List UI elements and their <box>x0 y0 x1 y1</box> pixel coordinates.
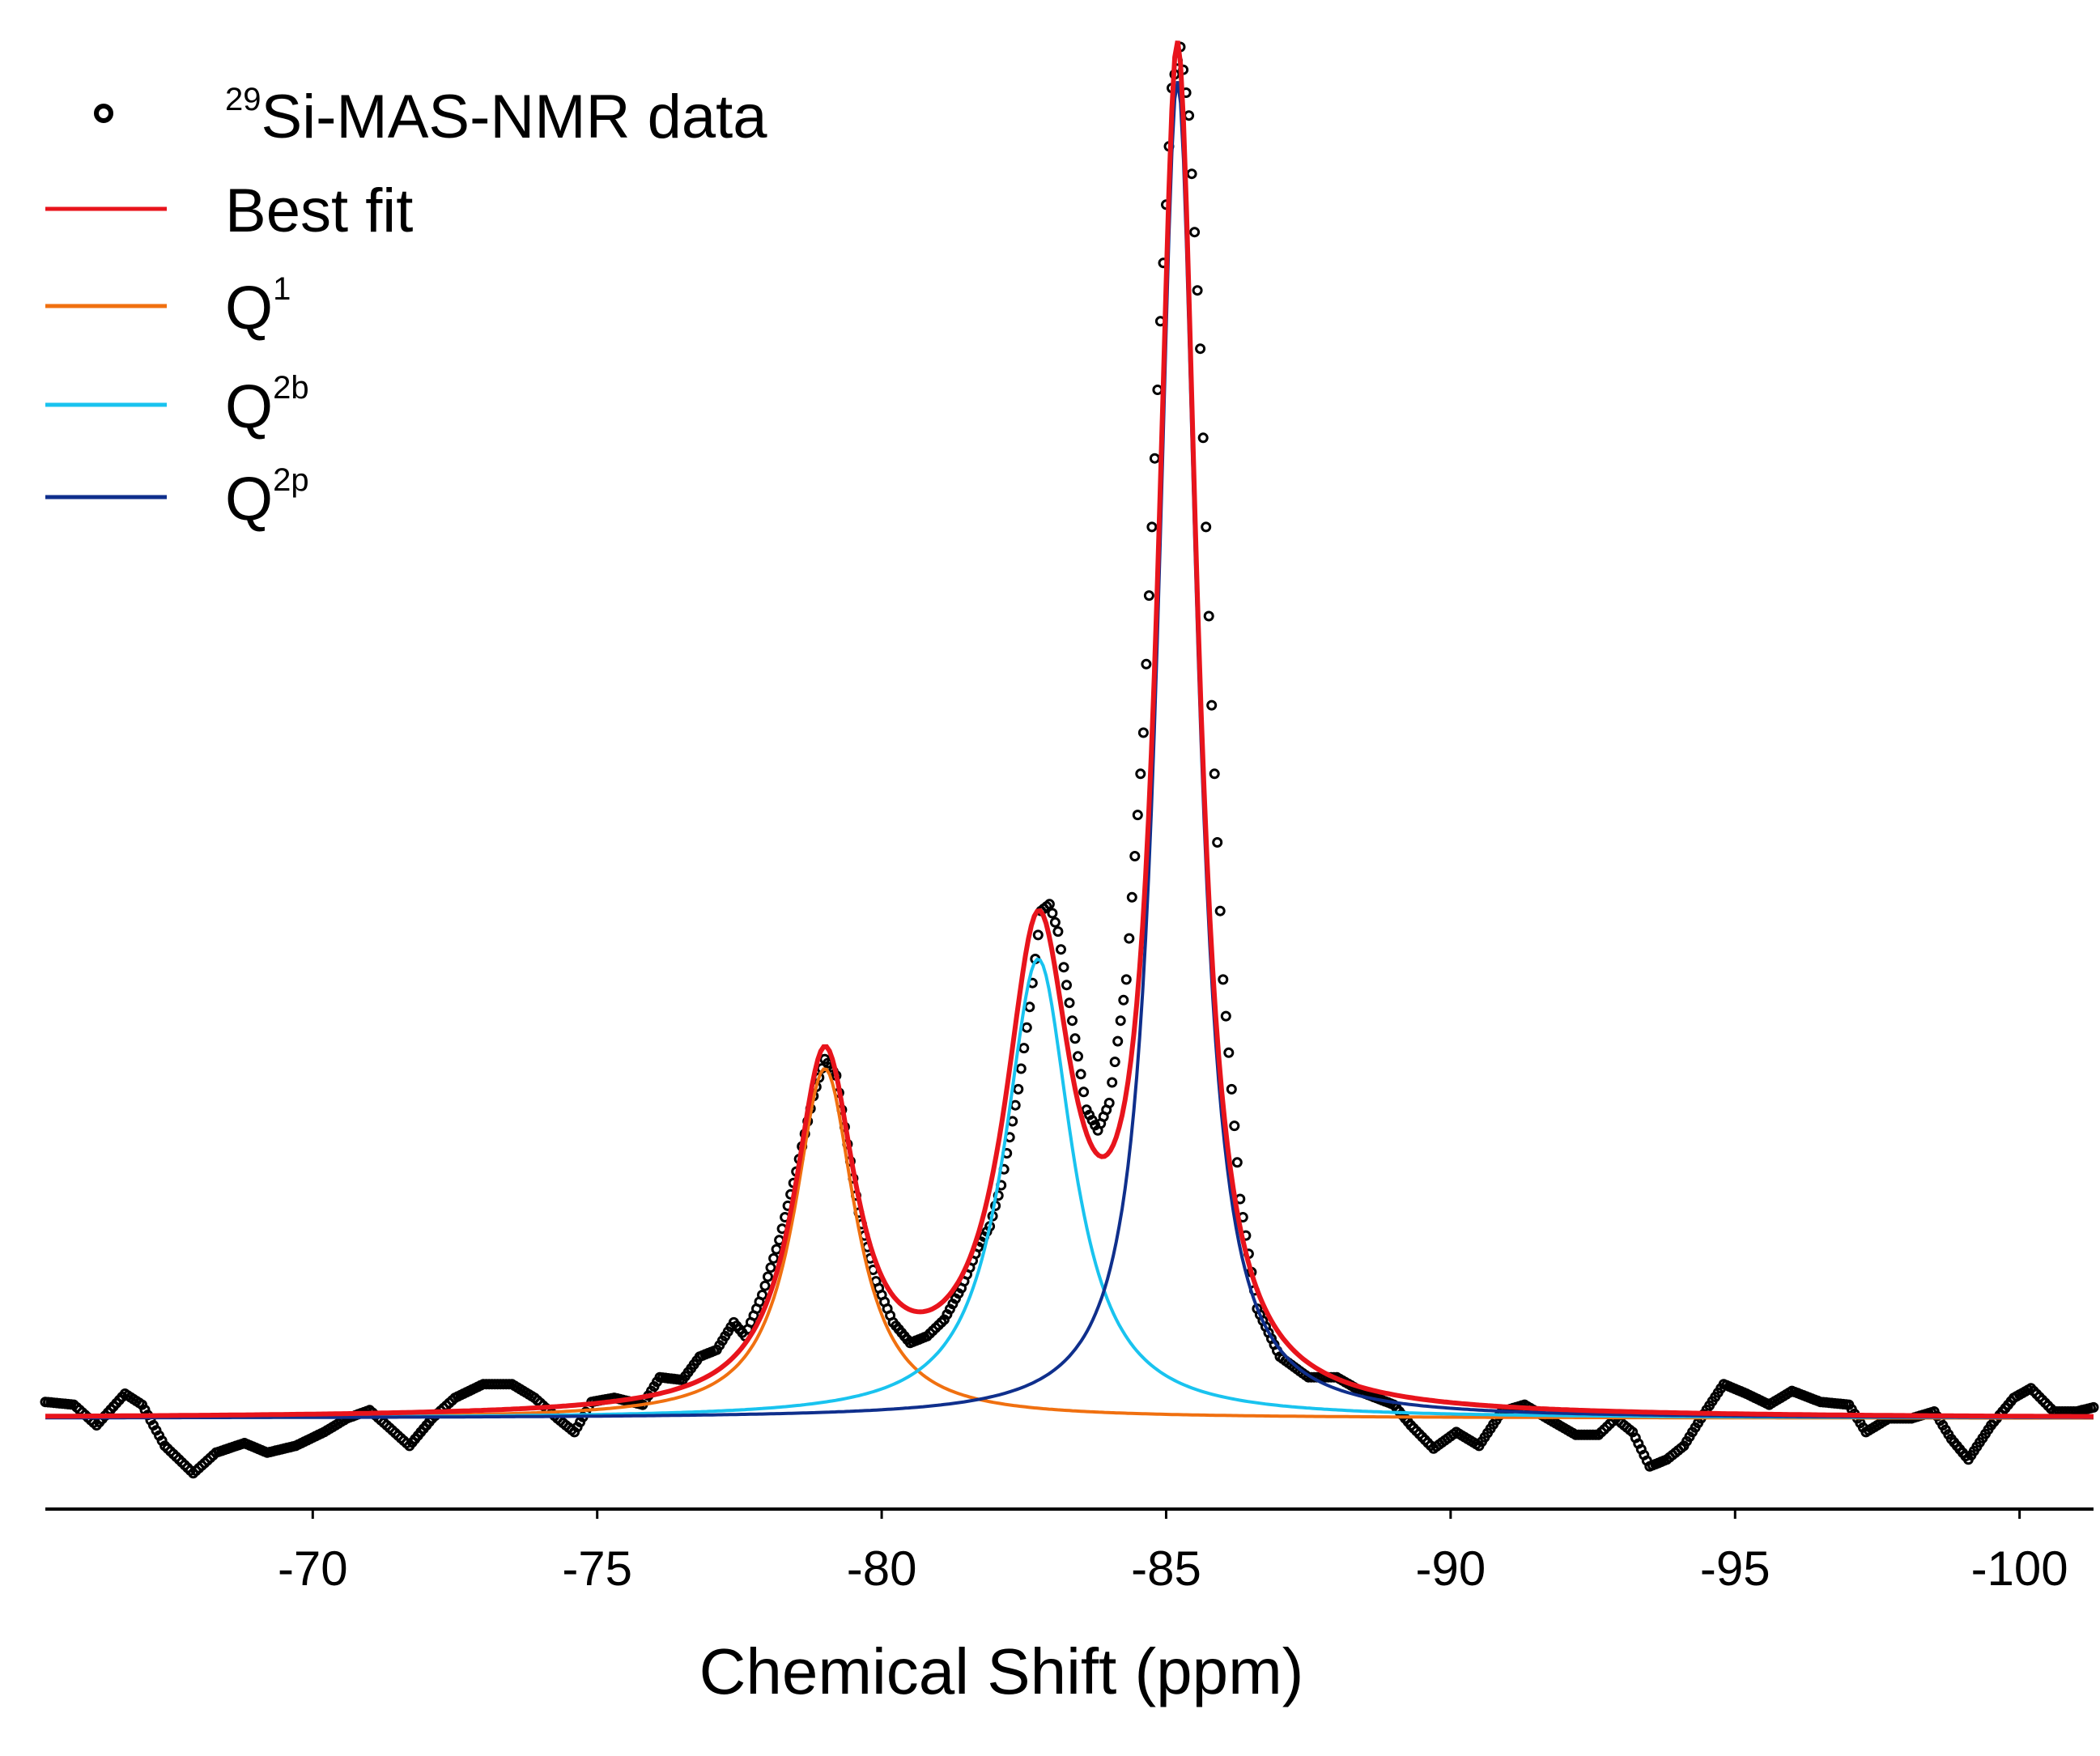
data-point <box>1015 1063 1027 1074</box>
data-point <box>1073 1051 1083 1062</box>
data-point <box>1047 908 1058 919</box>
data-point <box>1143 590 1154 602</box>
data-point <box>1197 432 1209 444</box>
data-point <box>1061 980 1072 991</box>
x-tick-label: -100 <box>1971 1541 2068 1596</box>
legend-label: 29Si-MAS-NMR data <box>225 82 767 151</box>
data-point <box>1192 285 1203 296</box>
data-point <box>1112 1035 1124 1047</box>
data-point <box>1132 810 1143 821</box>
legend-item-q1: Q1 <box>45 271 291 342</box>
x-tick-label: -70 <box>278 1541 348 1596</box>
x-tick-label: -90 <box>1416 1541 1486 1596</box>
x-tick-label: -85 <box>1131 1541 1201 1596</box>
data-point <box>1209 768 1220 780</box>
data-point <box>1069 1033 1081 1044</box>
legend-label: Q2p <box>225 462 309 534</box>
data-series <box>40 41 2099 1479</box>
data-point <box>1149 453 1160 464</box>
x-tick-label: -80 <box>847 1541 917 1596</box>
data-point <box>1189 227 1201 238</box>
data-point <box>768 1252 780 1264</box>
data-point <box>1064 997 1075 1009</box>
data-point <box>1223 1047 1235 1058</box>
x-tick-label: -75 <box>562 1541 632 1596</box>
data-point <box>1206 699 1218 711</box>
data-point <box>1184 110 1195 121</box>
data-point <box>1021 1022 1032 1033</box>
data-point <box>1203 610 1214 622</box>
data-point <box>1013 1083 1024 1095</box>
data-point <box>1058 962 1069 973</box>
data-point <box>1195 343 1206 355</box>
q2p-curve <box>45 81 2094 1420</box>
data-point <box>1126 891 1137 903</box>
data-point <box>1107 1077 1118 1088</box>
data-point <box>1186 168 1197 180</box>
data-point <box>1135 768 1146 780</box>
x-axis-title: Chemical Shift (ppm) <box>699 1635 1304 1707</box>
data-point <box>1137 727 1149 738</box>
data-point <box>1049 916 1061 928</box>
data-point <box>1146 521 1158 533</box>
data-point <box>1018 1043 1030 1054</box>
data-point <box>1052 926 1064 938</box>
data-point <box>1056 944 1066 955</box>
data-point <box>1115 1015 1126 1027</box>
data-point <box>1220 1010 1231 1022</box>
data-point <box>1032 929 1044 941</box>
data-point <box>1078 1086 1090 1098</box>
best-fit-curve <box>45 40 2094 1419</box>
data-point <box>1120 974 1132 985</box>
legend: 29Si-MAS-NMR data Best fit Q1 Q2b Q2p <box>45 82 767 534</box>
legend-label: Q2b <box>225 370 309 441</box>
data-point <box>1075 1069 1086 1080</box>
data-point <box>1129 851 1141 861</box>
data-point <box>1152 385 1163 395</box>
legend-marker <box>94 104 113 123</box>
data-point <box>1229 1120 1240 1132</box>
legend-label: Best fit <box>225 176 413 245</box>
legend-item-q2b: Q2b <box>45 370 309 441</box>
data-point <box>1024 1001 1035 1013</box>
x-axis: -70 -75 -80 -85 -90 -95 -100 <box>45 1507 2094 1596</box>
data-point <box>763 1271 773 1282</box>
data-point <box>1201 521 1212 533</box>
data-point <box>2088 1401 2099 1413</box>
data-point <box>1124 933 1135 944</box>
data-point <box>1118 994 1129 1006</box>
x-tick-label: -95 <box>1700 1541 1771 1596</box>
q2b-curve <box>45 957 2094 1420</box>
data-point <box>1231 1157 1243 1168</box>
legend-item-data: 29Si-MAS-NMR data <box>94 82 767 151</box>
legend-label: Q1 <box>225 271 291 342</box>
data-point <box>765 1262 776 1273</box>
data-point <box>1218 974 1229 985</box>
data-point <box>759 1280 771 1291</box>
data-point <box>1044 899 1055 910</box>
plot-area <box>40 40 2099 1479</box>
legend-item-fit: Best fit <box>45 176 413 245</box>
data-point <box>1141 658 1152 670</box>
data-point <box>1226 1083 1237 1095</box>
legend-item-q2p: Q2p <box>45 462 309 534</box>
data-point <box>1067 1015 1078 1027</box>
data-point <box>1109 1057 1120 1068</box>
data-point <box>1010 1099 1021 1111</box>
data-point <box>757 1290 767 1300</box>
data-point <box>1212 837 1223 848</box>
data-point <box>771 1244 782 1255</box>
data-point <box>1214 905 1226 916</box>
data-point <box>1103 1097 1115 1108</box>
